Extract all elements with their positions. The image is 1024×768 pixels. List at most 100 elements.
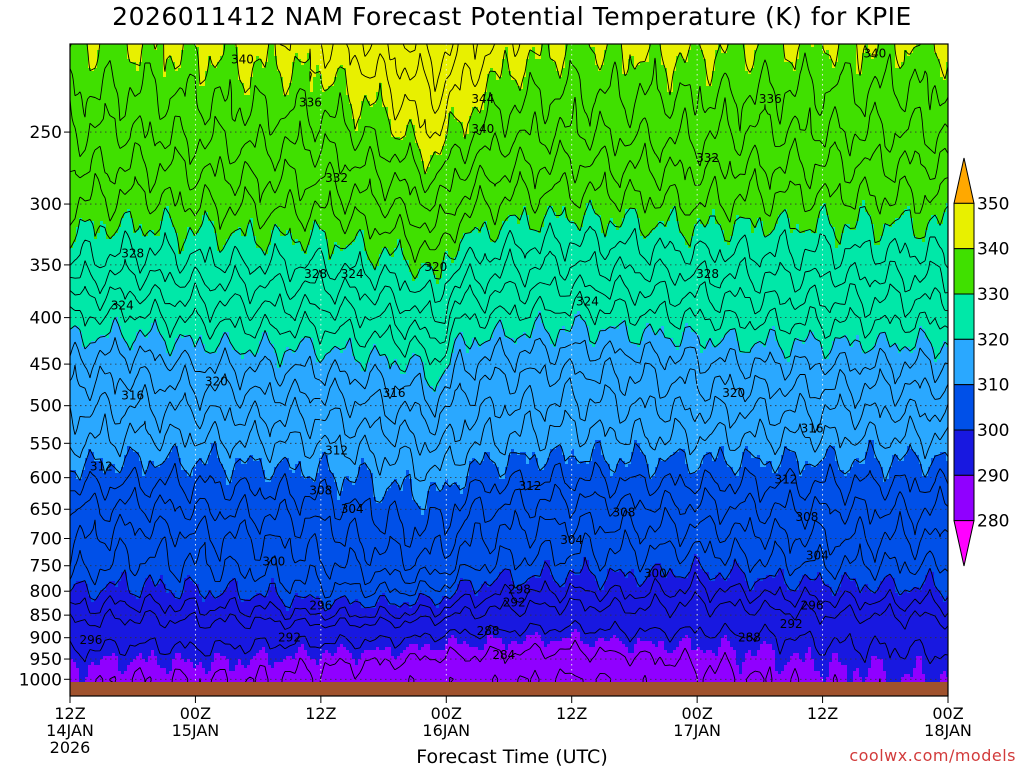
field-cell (97, 272, 100, 275)
field-cell (88, 173, 91, 176)
field-cell (94, 425, 97, 428)
field-cell (94, 92, 97, 95)
field-cell (85, 299, 88, 302)
field-cell (82, 452, 85, 455)
field-cell (97, 404, 100, 407)
field-cell (91, 503, 94, 506)
field-cell (94, 368, 97, 371)
field-cell (79, 365, 82, 368)
field-cell (88, 620, 91, 623)
field-cell (85, 308, 88, 311)
field-cell (76, 323, 79, 326)
field-cell (79, 299, 82, 302)
field-cell (88, 554, 91, 557)
field-cell (91, 335, 94, 338)
field-cell (82, 119, 85, 122)
field-cell (85, 272, 88, 275)
field-cell (91, 656, 94, 659)
field-cell (97, 317, 100, 320)
field-cell (94, 548, 97, 551)
field-cell (88, 512, 91, 515)
field-cell (94, 137, 97, 140)
field-cell (82, 206, 85, 209)
field-cell (76, 470, 79, 473)
field-cell (91, 377, 94, 380)
field-cell (76, 248, 79, 251)
field-cell (97, 248, 100, 251)
field-cell (85, 224, 88, 227)
field-cell (76, 266, 79, 269)
field-cell (79, 344, 82, 347)
field-cell (94, 587, 97, 590)
field-cell (97, 581, 100, 584)
field-cell (91, 422, 94, 425)
field-cell (79, 161, 82, 164)
field-cell (76, 281, 79, 284)
field-cell (94, 620, 97, 623)
field-cell (76, 59, 79, 62)
field-cell (97, 629, 100, 632)
field-cell (79, 260, 82, 263)
field-cell (88, 278, 91, 281)
field-cell (88, 455, 91, 458)
field-cell (73, 377, 76, 380)
field-cell (79, 140, 82, 143)
field-cell (97, 254, 100, 257)
field-cell (91, 356, 94, 359)
field-cell (94, 326, 97, 329)
field-cell (88, 665, 91, 668)
field-cell (76, 413, 79, 416)
field-cell (76, 314, 79, 317)
field-cell (79, 110, 82, 113)
field-cell (97, 443, 100, 446)
field-cell (94, 314, 97, 317)
field-cell (76, 65, 79, 68)
field-cell (94, 209, 97, 212)
field-cell (73, 485, 76, 488)
field-cell (91, 170, 94, 173)
field-cell (76, 77, 79, 80)
field-cell (94, 515, 97, 518)
field-cell (94, 410, 97, 413)
field-cell (82, 356, 85, 359)
field-cell (91, 398, 94, 401)
field-cell (91, 443, 94, 446)
field-cell (97, 584, 100, 587)
field-cell (88, 236, 91, 239)
field-cell (76, 596, 79, 599)
field-cell (76, 101, 79, 104)
field-cell (82, 191, 85, 194)
field-cell (82, 380, 85, 383)
field-cell (88, 548, 91, 551)
field-cell (88, 50, 91, 53)
field-cell (94, 122, 97, 125)
field-cell (91, 305, 94, 308)
field-cell (73, 356, 76, 359)
field-cell (97, 188, 100, 191)
field-cell (73, 572, 76, 575)
field-cell (88, 350, 91, 353)
field-cell (82, 233, 85, 236)
field-cell (79, 614, 82, 617)
field-cell (79, 50, 82, 53)
field-cell (79, 578, 82, 581)
field-cell (82, 398, 85, 401)
field-cell (94, 53, 97, 56)
field-cell (85, 512, 88, 515)
field-cell (82, 587, 85, 590)
field-cell (76, 461, 79, 464)
field-cell (82, 494, 85, 497)
field-cell (76, 587, 79, 590)
field-cell (85, 485, 88, 488)
field-cell (91, 404, 94, 407)
field-cell (76, 518, 79, 521)
field-cell (76, 668, 79, 671)
field-cell (91, 200, 94, 203)
field-cell (82, 68, 85, 71)
field-cell (85, 542, 88, 545)
field-cell (85, 674, 88, 677)
field-cell (85, 572, 88, 575)
field-cell (73, 626, 76, 629)
field-cell (85, 662, 88, 665)
field-cell (94, 251, 97, 254)
